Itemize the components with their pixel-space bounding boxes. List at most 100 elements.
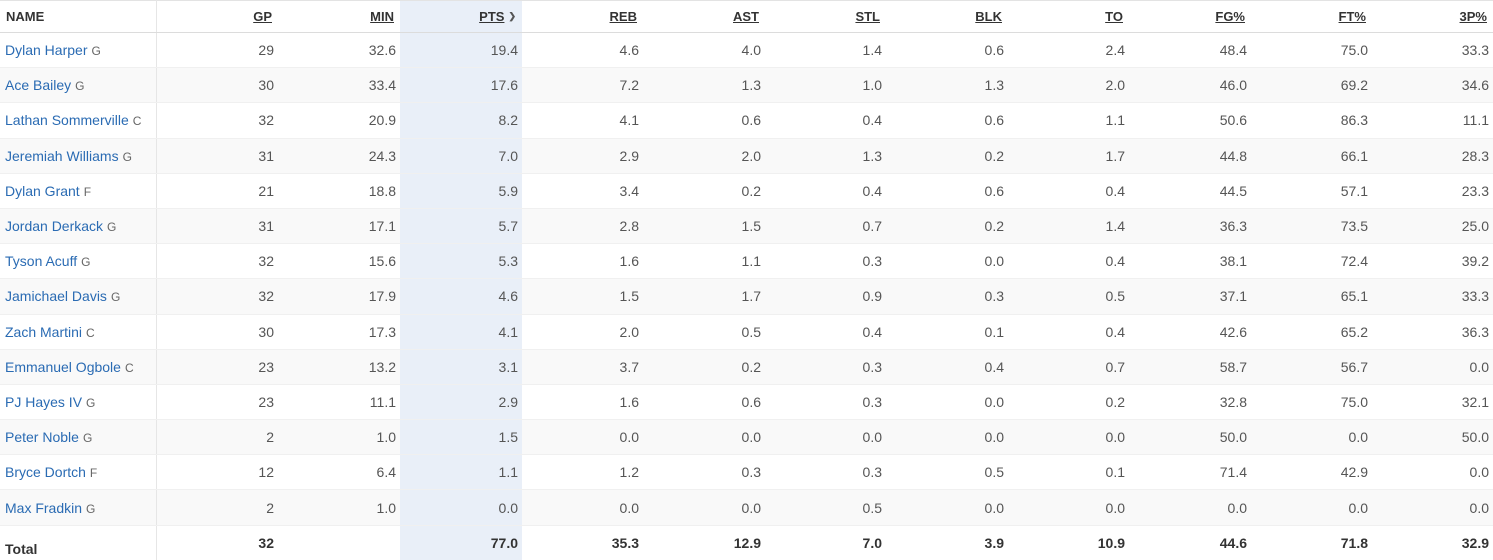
stat-ft-pct: 73.5 bbox=[1251, 208, 1372, 245]
stat-gp: 23 bbox=[156, 349, 278, 385]
stat-to: 0.1 bbox=[1008, 454, 1129, 491]
player-link[interactable]: Ace Bailey bbox=[5, 77, 72, 94]
column-header-blk[interactable]: BLK bbox=[886, 0, 1008, 33]
column-header-reb[interactable]: REB bbox=[522, 0, 643, 33]
player-position: C bbox=[132, 114, 142, 129]
stat-pts: 1.1 bbox=[400, 454, 522, 491]
stat-to: 0.4 bbox=[1008, 173, 1129, 209]
player-link[interactable]: Dylan Harper bbox=[5, 42, 88, 59]
column-header-label: STL bbox=[855, 9, 880, 24]
stat-ast: 0.5 bbox=[643, 314, 765, 350]
stat-fg-pct: 50.6 bbox=[1129, 102, 1251, 139]
stat-ft-pct: 56.7 bbox=[1251, 349, 1372, 385]
stat-ast: 1.3 bbox=[643, 67, 765, 104]
stat-gp: 32 bbox=[156, 278, 278, 315]
stat-reb: 0.0 bbox=[522, 419, 643, 456]
stat-min: 15.6 bbox=[278, 243, 400, 280]
player-position: G bbox=[107, 220, 117, 235]
stat-ft-pct: 66.1 bbox=[1251, 138, 1372, 174]
stat-3p-pct: 33.3 bbox=[1372, 32, 1493, 69]
column-header-min[interactable]: MIN bbox=[278, 0, 400, 33]
stat-blk: 0.3 bbox=[886, 278, 1008, 315]
stat-to: 0.5 bbox=[1008, 278, 1129, 315]
table-row: Bryce Dortch F 12 6.4 1.1 1.2 0.3 0.3 0.5 0.1 71.4… bbox=[0, 454, 1493, 491]
stat-pts: 4.1 bbox=[400, 314, 522, 350]
player-link[interactable]: Tyson Acuff bbox=[5, 253, 78, 270]
column-header-to[interactable]: TO bbox=[1008, 0, 1129, 33]
player-link[interactable]: Emmanuel Ogbole bbox=[5, 358, 121, 375]
stat-stl: 0.4 bbox=[765, 314, 886, 350]
stat-ast: 1.7 bbox=[643, 278, 765, 315]
table-row: Ace Bailey G 30 33.4 17.6 7.2 1.3 1.0 1.3 2.0 46.0… bbox=[0, 67, 1493, 104]
player-position: G bbox=[86, 501, 96, 516]
stat-pts: 3.1 bbox=[400, 349, 522, 385]
player-link[interactable]: PJ Hayes IV bbox=[5, 393, 83, 410]
stat-reb: 2.8 bbox=[522, 208, 643, 245]
player-link[interactable]: Peter Noble bbox=[5, 429, 79, 446]
table-row: Dylan Grant F 21 18.8 5.9 3.4 0.2 0.4 0.6 0.4 44.5… bbox=[0, 173, 1493, 209]
totals-pts: 77.0 bbox=[400, 524, 522, 560]
stat-min: 24.3 bbox=[278, 138, 400, 174]
stat-3p-pct: 36.3 bbox=[1372, 314, 1493, 350]
column-header-3p-pct[interactable]: 3P% bbox=[1372, 0, 1493, 33]
stat-3p-pct: 34.6 bbox=[1372, 67, 1493, 104]
player-link[interactable]: Max Fradkin bbox=[5, 499, 83, 516]
player-link[interactable]: Zach Martini bbox=[5, 323, 83, 340]
stat-to: 1.1 bbox=[1008, 102, 1129, 139]
stat-min: 20.9 bbox=[278, 102, 400, 139]
stat-ft-pct: 75.0 bbox=[1251, 32, 1372, 69]
column-header-pts[interactable]: PTS ❯ bbox=[400, 0, 522, 33]
player-name-cell: Max Fradkin G bbox=[0, 489, 157, 526]
totals-3p-pct: 32.9 bbox=[1372, 524, 1493, 560]
player-link[interactable]: Lathan Sommerville bbox=[5, 112, 129, 129]
stat-reb: 0.0 bbox=[522, 489, 643, 526]
column-header-gp[interactable]: GP bbox=[156, 0, 278, 33]
stat-fg-pct: 38.1 bbox=[1129, 243, 1251, 280]
column-header-label: 3P% bbox=[1459, 9, 1487, 24]
stat-pts: 19.4 bbox=[400, 32, 522, 69]
stat-blk: 0.1 bbox=[886, 314, 1008, 350]
stat-min: 11.1 bbox=[278, 384, 400, 421]
stat-reb: 4.6 bbox=[522, 32, 643, 69]
player-rows: Dylan Harper G 29 32.6 19.4 4.6 4.0 1.4 0.6 2.4 48… bbox=[0, 32, 1493, 526]
stat-gp: 31 bbox=[156, 138, 278, 174]
column-header-fg-pct[interactable]: FG% bbox=[1129, 0, 1251, 33]
player-link[interactable]: Bryce Dortch bbox=[5, 464, 86, 481]
stat-gp: 32 bbox=[156, 102, 278, 139]
column-header-label: PTS bbox=[479, 9, 505, 24]
stat-stl: 0.3 bbox=[765, 384, 886, 421]
stat-gp: 29 bbox=[156, 32, 278, 69]
player-position: C bbox=[124, 360, 134, 375]
player-name-cell: Tyson Acuff G bbox=[0, 243, 157, 280]
column-header-label: GP bbox=[253, 9, 272, 24]
table-row: Jamichael Davis G 32 17.9 4.6 1.5 1.7 0.9 0.3 0.5… bbox=[0, 278, 1493, 315]
column-header-stl[interactable]: STL bbox=[765, 0, 886, 33]
player-link[interactable]: Jordan Derkack bbox=[5, 218, 104, 235]
stat-gp: 23 bbox=[156, 384, 278, 421]
stat-fg-pct: 71.4 bbox=[1129, 454, 1251, 491]
column-header-ast[interactable]: AST bbox=[643, 0, 765, 33]
player-name-cell: Jeremiah Williams G bbox=[0, 138, 157, 174]
stat-gp: 12 bbox=[156, 454, 278, 491]
stat-stl: 0.3 bbox=[765, 454, 886, 491]
stat-reb: 2.0 bbox=[522, 314, 643, 350]
stat-ast: 0.3 bbox=[643, 454, 765, 491]
stat-reb: 1.2 bbox=[522, 454, 643, 491]
column-header-ft-pct[interactable]: FT% bbox=[1251, 0, 1372, 33]
stat-ft-pct: 0.0 bbox=[1251, 419, 1372, 456]
player-name-cell: Dylan Harper G bbox=[0, 32, 157, 69]
stat-fg-pct: 0.0 bbox=[1129, 489, 1251, 526]
player-link[interactable]: Dylan Grant bbox=[5, 182, 80, 199]
column-header-name[interactable]: NAME bbox=[0, 0, 157, 33]
player-position: F bbox=[83, 184, 92, 199]
player-link[interactable]: Jeremiah Williams bbox=[5, 147, 119, 164]
player-link[interactable]: Jamichael Davis bbox=[5, 288, 107, 305]
player-position: G bbox=[91, 44, 101, 59]
stat-reb: 4.1 bbox=[522, 102, 643, 139]
table-row: PJ Hayes IV G 23 11.1 2.9 1.6 0.6 0.3 0.0 0.2 32.8… bbox=[0, 384, 1493, 421]
table-row: Zach Martini C 30 17.3 4.1 2.0 0.5 0.4 0.1 0.4 42.… bbox=[0, 314, 1493, 350]
stat-blk: 0.6 bbox=[886, 173, 1008, 209]
stat-ast: 0.6 bbox=[643, 102, 765, 139]
stat-pts: 5.9 bbox=[400, 173, 522, 209]
stat-stl: 0.3 bbox=[765, 349, 886, 385]
